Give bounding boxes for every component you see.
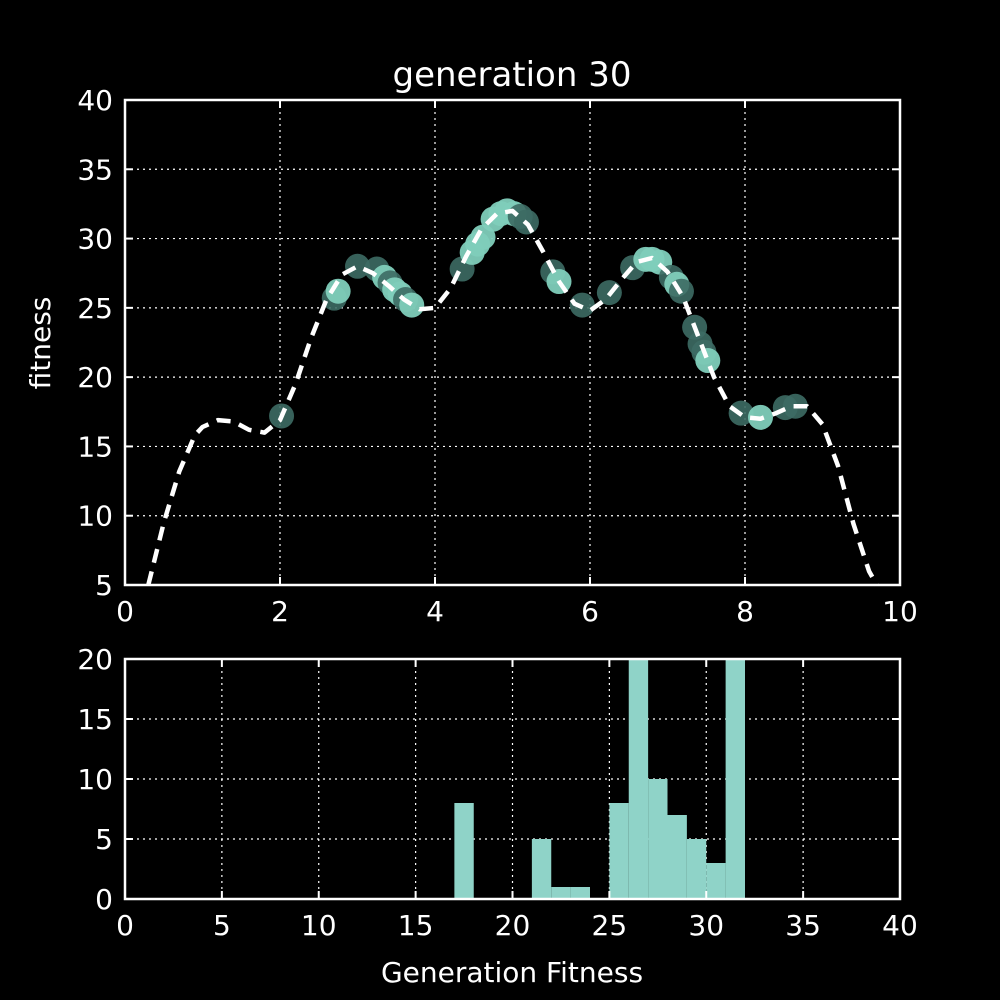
- bottom-bars: [454, 659, 745, 899]
- bottom-y-ticks: 0 5 10 15 20: [77, 643, 900, 916]
- fitness-point: [345, 253, 370, 279]
- bottom-x-tick-label: 10: [301, 909, 337, 942]
- top-x-ticks: 0 2 4 6 8 10: [116, 100, 918, 628]
- top-x-tick-label: 10: [882, 595, 918, 628]
- top-plot-frame: [123, 98, 902, 587]
- top-x-tick-label: 4: [426, 595, 444, 628]
- bottom-x-tick-label: 20: [495, 909, 531, 942]
- top-x-tick-label: 0: [116, 595, 134, 628]
- histogram-bar: [725, 659, 745, 899]
- bottom-x-tick-label: 40: [882, 909, 918, 942]
- fitness-histogram: 0 5 10 15 20 25 30 35 40 0 5 10 15 20 Generation Fit…: [77, 643, 917, 989]
- top-x-tick-label: 8: [736, 595, 754, 628]
- top-curve-layer: [146, 208, 879, 587]
- bottom-y-tick-label: 15: [77, 703, 113, 736]
- top-y-tick-label: 40: [77, 84, 113, 117]
- histogram-bar: [531, 839, 552, 899]
- histogram-bar: [551, 887, 571, 899]
- histogram-bar: [454, 803, 474, 899]
- histogram-bar: [609, 803, 629, 899]
- top-plot-title: generation 30: [393, 55, 632, 95]
- top-y-tick-label: 30: [77, 223, 113, 256]
- fitness-curve: [146, 208, 879, 587]
- top-y-tick-label: 10: [77, 500, 113, 533]
- bottom-y-tick-label: 5: [95, 823, 113, 856]
- histogram-bar: [686, 839, 707, 899]
- top-y-tick-label: 20: [77, 361, 113, 394]
- fitness-point: [325, 278, 351, 304]
- bottom-x-tick-label: 0: [116, 909, 134, 942]
- top-y-tick-label: 15: [77, 430, 113, 463]
- bottom-x-ticks: 0 5 10 15 20 25 30 35 40: [116, 659, 918, 942]
- bottom-x-tick-label: 30: [688, 909, 724, 942]
- bottom-y-tick-label: 20: [77, 643, 113, 676]
- bottom-x-tick-label: 35: [785, 909, 821, 942]
- histogram-bar: [570, 887, 590, 899]
- bottom-x-axis-label: Generation Fitness: [381, 956, 643, 989]
- histogram-bar: [706, 863, 726, 899]
- fitness-scatter-plot: 0 2 4 6 8 10 5 10 15 20 25 30 35 40 generation 30 fi…: [24, 55, 918, 628]
- bottom-y-tick-label: 0: [95, 883, 113, 916]
- bottom-x-tick-label: 5: [213, 909, 231, 942]
- top-y-axis-label: fitness: [24, 297, 57, 390]
- histogram-bar: [667, 815, 687, 899]
- bottom-x-tick-label: 15: [398, 909, 434, 942]
- top-y-tick-label: 5: [95, 569, 113, 602]
- top-x-tick-label: 2: [271, 595, 289, 628]
- histogram-bar: [628, 659, 649, 899]
- bottom-y-tick-label: 10: [77, 763, 113, 796]
- top-y-tick-label: 35: [77, 153, 113, 186]
- top-x-tick-label: 6: [581, 595, 599, 628]
- histogram-bar: [648, 779, 668, 899]
- fitness-point: [695, 348, 721, 374]
- top-y-ticks: 5 10 15 20 25 30 35 40: [77, 84, 900, 602]
- top-y-tick-label: 25: [77, 292, 113, 325]
- bottom-x-tick-label: 25: [592, 909, 628, 942]
